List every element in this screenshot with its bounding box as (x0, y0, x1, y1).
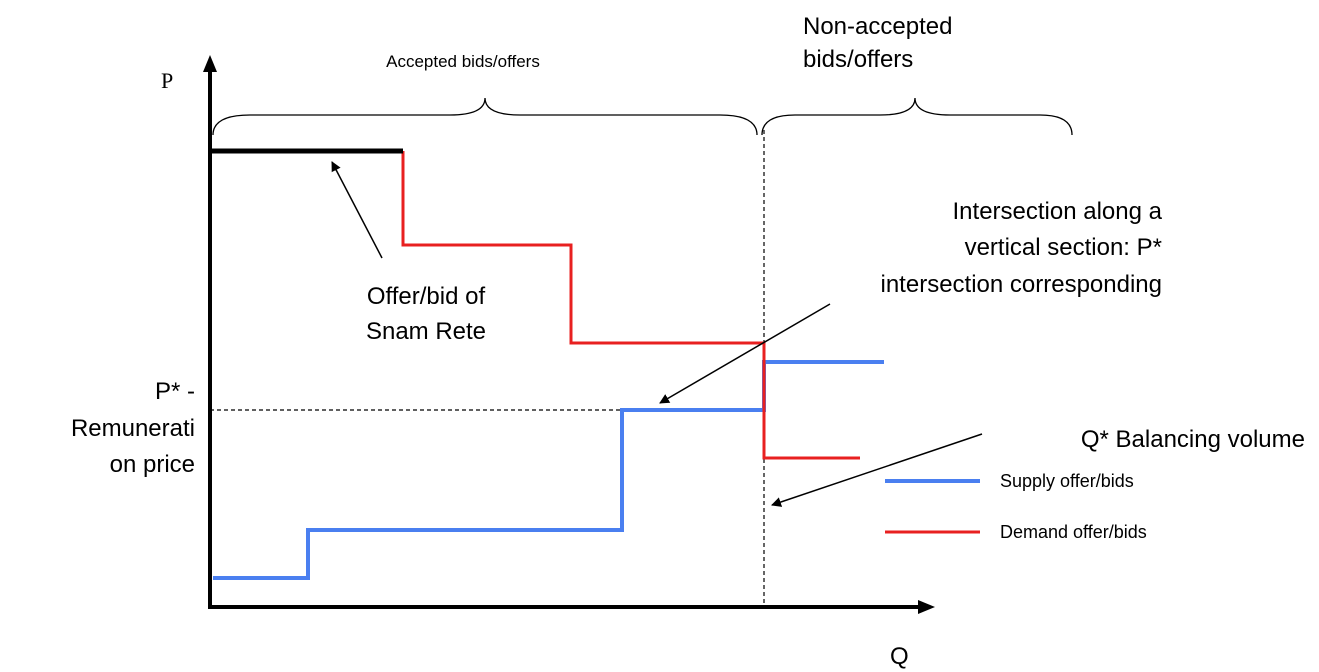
supply-curve (213, 360, 884, 580)
price-label: on price (110, 451, 195, 478)
non-accepted-label: bids/offers (803, 46, 913, 73)
snam-arrow (331, 161, 383, 259)
y-label: P (161, 68, 173, 93)
intersection-label: intersection corresponding (881, 271, 1163, 298)
x-label: Q (890, 643, 909, 670)
legend-demand: Demand offer/bids (1000, 522, 1147, 542)
x-axis-arrow (918, 600, 935, 614)
non-accepted-label: Non-accepted (803, 13, 952, 40)
snam-label: Offer/bid of (367, 283, 486, 310)
accepted-brace (212, 97, 758, 136)
y-axis-arrow (203, 55, 217, 72)
intersection-label: vertical section: P* (965, 234, 1162, 261)
non-accepted-brace (761, 97, 1073, 136)
price-label: Remunerati (71, 415, 195, 442)
intersection-arrow (659, 303, 831, 404)
price-label: P* - (155, 378, 195, 405)
volume-arrow (771, 433, 983, 507)
legend-supply: Supply offer/bids (1000, 471, 1134, 491)
snam-label: Snam Rete (366, 318, 486, 345)
intersection-label: Intersection along a (953, 198, 1163, 225)
demand-curve (401, 151, 860, 460)
accepted-label: Accepted bids/offers (386, 52, 540, 71)
volume-label: Q* Balancing volume (1081, 426, 1305, 453)
